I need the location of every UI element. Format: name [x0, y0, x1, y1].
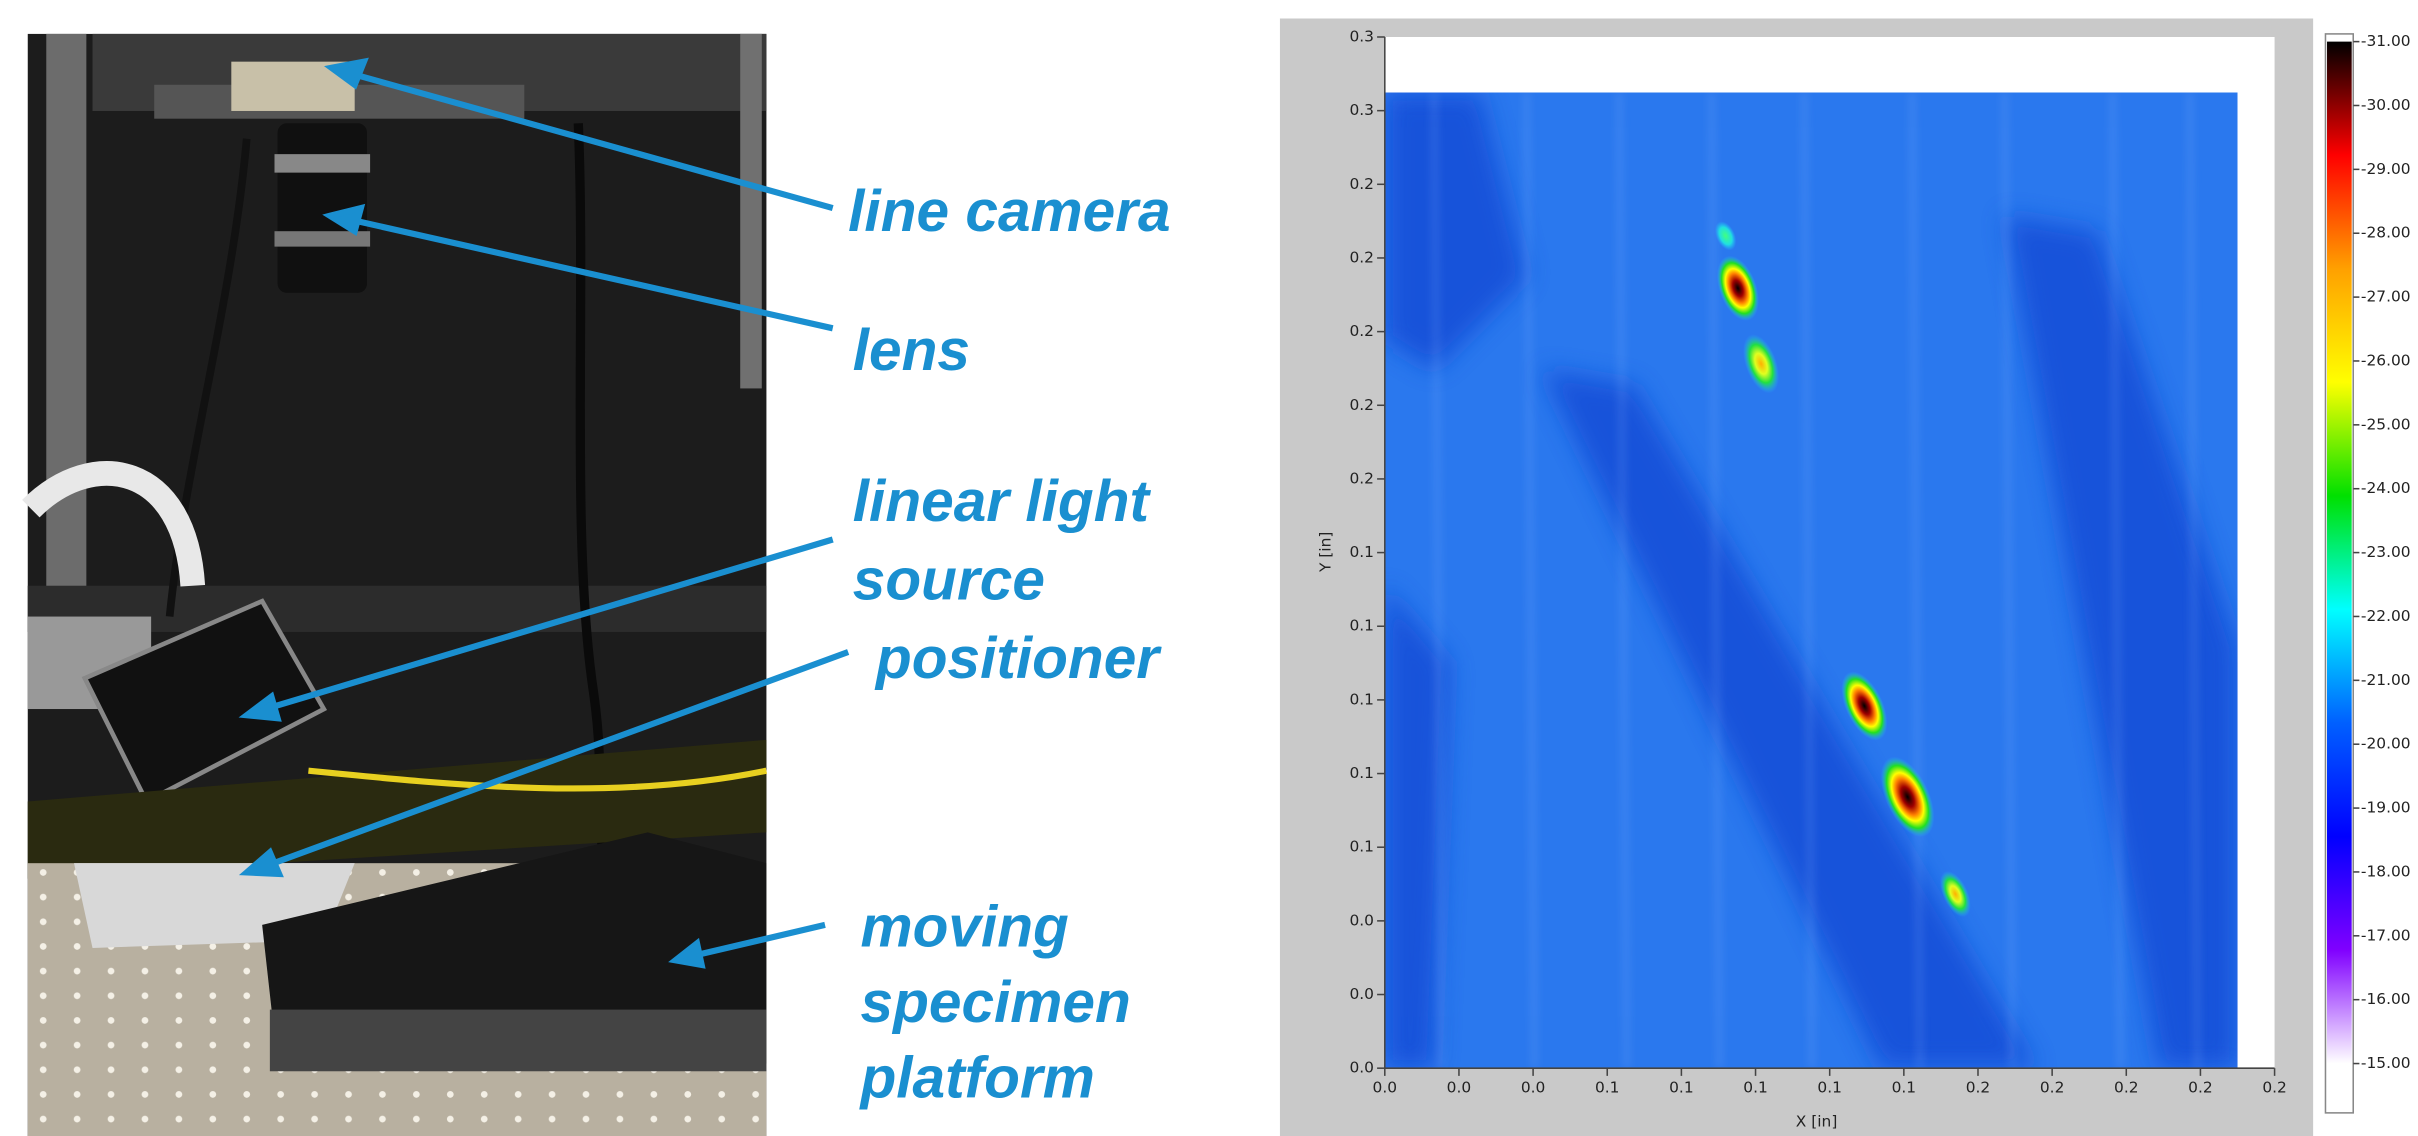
colorbar-tick-label: -20.00 — [2361, 735, 2411, 753]
x-tick-label: 0.0 — [1447, 1079, 1472, 1097]
y-tick-label: 0.2 — [1349, 248, 1374, 266]
y-tick-label: 0.2 — [1349, 469, 1374, 487]
colorbar-tick-label: -21.00 — [2361, 671, 2411, 689]
y-tick-label: 0.0 — [1349, 911, 1374, 929]
colorbar-tick-label: -16.00 — [2361, 990, 2411, 1008]
photo — [28, 34, 767, 1136]
x-tick-label: 0.0 — [1521, 1079, 1546, 1097]
x-tick-label: 0.1 — [1595, 1079, 1620, 1097]
page: {"photo_labels":["line camera","lens","l… — [0, 0, 2418, 1136]
colorbar-tick-label: -17.00 — [2361, 926, 2411, 944]
y-tick-label: 0.1 — [1349, 838, 1374, 856]
y-tick-label: 0.3 — [1349, 27, 1374, 45]
x-tick-label: 0.2 — [1966, 1079, 1991, 1097]
label: specimen — [860, 970, 1130, 1035]
x-tick-label: 0.1 — [1892, 1079, 1917, 1097]
colorbar-tick-label: -24.00 — [2361, 479, 2411, 497]
colorbar-tick-label: -29.00 — [2361, 160, 2411, 178]
y-tick-label: 0.0 — [1349, 985, 1374, 1003]
y-tick-label: 0.1 — [1349, 764, 1374, 782]
photo-labels: line camera lens linear light source pos… — [848, 179, 1170, 1110]
label: source — [853, 548, 1045, 613]
colorbar-tick-label: -25.00 — [2361, 415, 2411, 433]
colorbar — [2327, 42, 2352, 1064]
y-tick-label: 0.0 — [1349, 1059, 1374, 1077]
colorbar-tick-label: -15.00 — [2361, 1054, 2411, 1072]
colorbar-tick-label: -19.00 — [2361, 799, 2411, 817]
label: platform — [858, 1045, 1094, 1110]
x-tick-label: 0.1 — [1817, 1079, 1842, 1097]
colorbar-tick-label: -27.00 — [2361, 288, 2411, 306]
y-tick-label: 0.1 — [1349, 617, 1374, 635]
y-tick-label: 0.1 — [1349, 543, 1374, 561]
colorbar-tick-label: -28.00 — [2361, 224, 2411, 242]
y-tick-label: 0.1 — [1349, 690, 1374, 708]
y-tick-label: 0.3 — [1349, 101, 1374, 119]
colorbar-tick-label: -31.00 — [2361, 32, 2411, 50]
label: line camera — [848, 179, 1170, 244]
colorbar-tick-label: -18.00 — [2361, 862, 2411, 880]
x-tick-label: 0.1 — [1669, 1079, 1694, 1097]
label: linear light — [853, 469, 1152, 534]
colorbar-tick-label: -23.00 — [2361, 543, 2411, 561]
x-tick-label: 0.1 — [1743, 1079, 1768, 1097]
label: moving — [860, 894, 1068, 959]
x-tick-label: 0.2 — [2262, 1079, 2287, 1097]
x-tick-label: 0.2 — [2114, 1079, 2139, 1097]
colorbar-tick-label: -22.00 — [2361, 607, 2411, 625]
heatmap-image — [1385, 92, 2238, 1068]
x-axis-label: X [in] — [1796, 1113, 1838, 1131]
label: lens — [853, 318, 970, 383]
y-tick-label: 0.2 — [1349, 396, 1374, 414]
y-axis-label: Y [in] — [1317, 532, 1335, 573]
y-tick-label: 0.2 — [1349, 175, 1374, 193]
label: positioner — [874, 626, 1162, 691]
x-tick-label: 0.2 — [2040, 1079, 2065, 1097]
colorbar-tick-label: -26.00 — [2361, 351, 2411, 369]
x-tick-label: 0.2 — [2188, 1079, 2213, 1097]
colorbar-tick-label: -30.00 — [2361, 96, 2411, 114]
x-tick-label: 0.0 — [1373, 1079, 1398, 1097]
figure: line camera lens linear light source pos… — [0, 0, 2418, 1136]
y-tick-label: 0.2 — [1349, 322, 1374, 340]
